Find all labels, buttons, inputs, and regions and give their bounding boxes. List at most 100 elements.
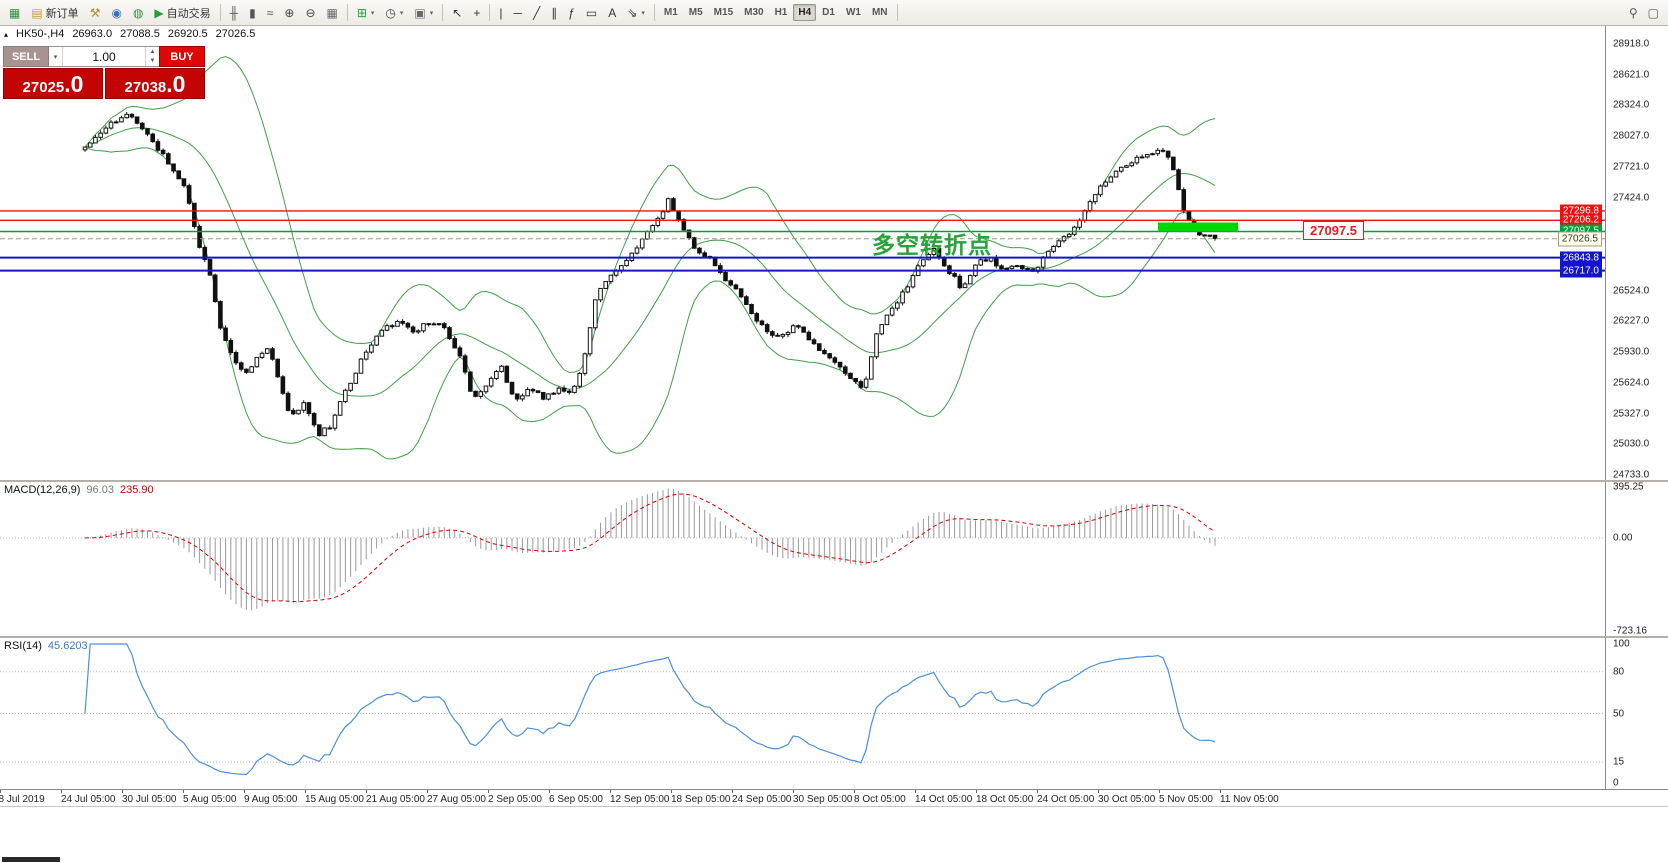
vertical-line-icon[interactable]: | [494, 4, 507, 22]
panel-splitter-rsi[interactable] [0, 636, 1668, 638]
rsi-canvas[interactable] [0, 638, 1605, 789]
price-chart-canvas[interactable] [0, 26, 1605, 480]
trade-panel-top-row: SELL ▾ 1.00 ▲ ▼ BUY [3, 46, 205, 67]
timeframe-h1[interactable]: H1 [774, 7, 788, 18]
fibonacci-icon[interactable]: ƒ [563, 4, 580, 22]
sell-button[interactable]: SELL [3, 46, 49, 67]
timeframe-m30[interactable]: M30 [744, 7, 764, 18]
dropdown-arrow-icon[interactable]: ▾ [429, 9, 434, 17]
time-label: 14 Oct 05:00 [915, 794, 973, 805]
indicators-icon[interactable]: ⊞ ▾ [352, 4, 380, 22]
profile-icon: ◉ [111, 5, 122, 20]
tile-windows-icon[interactable]: ▦ [322, 4, 343, 22]
time-label: 24 Oct 05:00 [1037, 794, 1095, 805]
timeframe-m5[interactable]: M5 [688, 7, 703, 18]
bar-chart-icon[interactable]: ╫ [225, 4, 244, 22]
rsi-axis-label: 100 [1613, 638, 1630, 650]
zoom-out-icon: ⊖ [305, 5, 316, 20]
time-label: 18 Jul 2019 [0, 794, 45, 805]
price-level-label[interactable]: 27097.5 [1303, 221, 1364, 240]
time-tick [1037, 790, 1038, 793]
price-chart-panel[interactable]: 28918.0 28621.0 28324.0 28027.0 27721.0 27424… [0, 26, 1668, 481]
text-icon[interactable]: A [603, 4, 621, 22]
new-order-button[interactable]: ▤ 新订单 [26, 2, 83, 24]
search-icon[interactable]: ⚲ [1624, 4, 1643, 22]
window-resize-grip[interactable] [2, 857, 60, 862]
time-label: 27 Aug 05:00 [427, 794, 486, 805]
volume-up-icon[interactable]: ▲ [149, 48, 156, 55]
trendline-icon[interactable]: ╱ [528, 4, 545, 22]
time-label: 8 Oct 05:00 [854, 794, 906, 805]
timeframe-mn[interactable]: MN [871, 7, 888, 18]
timeframe-w1[interactable]: W1 [845, 7, 861, 18]
candlestick-chart-icon[interactable]: ▮ [244, 4, 261, 22]
periods-icon[interactable]: ◷ ▾ [380, 4, 408, 22]
new-order-button-label: 新订单 [45, 7, 79, 20]
time-tick [793, 790, 794, 793]
shapes-icon[interactable]: ▭ [581, 4, 602, 22]
dropdown-arrow-icon[interactable]: ▾ [641, 9, 645, 17]
channel-icon[interactable]: ∥ [546, 4, 562, 22]
toolbar: ▦ ▤ 新订单 ⚒ ◉ ◍ ▶ 自动交易 ╫ ▮ ≈ ⊕ ⊖ ▦ ⊞ ▾ ◷ ▾ ▣ ▾ ↖ + | ─ ╱ ∥ ƒ ▭ A ⇘ ▾ M1 M5… [0, 0, 1668, 26]
price-axis-label: 24733.0 [1613, 469, 1650, 481]
toolbar-separator [653, 4, 655, 21]
price-axis-label: 25327.0 [1613, 408, 1650, 420]
volume-stepper[interactable]: ▲ ▼ [145, 47, 159, 66]
templates-icon[interactable]: ▣ ▾ [409, 4, 438, 22]
dropdown-arrow-icon[interactable]: ▾ [370, 9, 375, 17]
rsi-panel[interactable]: 100 80 50 15 0 RSI(14) 45.6203 [0, 638, 1668, 789]
zoom-in-icon[interactable]: ⊕ [279, 4, 299, 22]
time-axis[interactable]: 18 Jul 2019 24 Jul 05:00 30 Jul 05:00 5 Aug… [0, 789, 1668, 806]
timeframe-h4[interactable]: H4 [793, 4, 817, 21]
timeframe-d1[interactable]: D1 [822, 7, 835, 18]
time-tick [244, 790, 245, 793]
rsi-label: RSI(14) 45.6203 [4, 640, 88, 652]
dropdown-arrow-icon[interactable]: ▾ [399, 9, 404, 17]
timeframe-m15[interactable]: M15 [713, 7, 734, 18]
ohlc-low: 26920.5 [167, 28, 208, 40]
price-axis-label: 27721.0 [1613, 161, 1650, 173]
volume-down-icon[interactable]: ▼ [149, 58, 156, 65]
text-icon: A [608, 5, 617, 20]
shapes-icon: ▭ [585, 5, 598, 20]
market-icon[interactable]: ◍ [128, 4, 148, 22]
arrow-tools-icon[interactable]: ⇘ ▾ [622, 4, 650, 22]
buy-button[interactable]: BUY [159, 46, 205, 67]
auto-trading-button-label: 自动交易 [166, 7, 211, 20]
time-label: 15 Aug 05:00 [305, 794, 364, 805]
auto-trading-button-icon: ▶ [154, 5, 164, 20]
cursor-icon[interactable]: ↖ [447, 4, 467, 22]
time-tick [0, 790, 1, 793]
timeframe-m1[interactable]: M1 [663, 7, 678, 18]
macd-canvas[interactable] [0, 482, 1605, 636]
time-label: 18 Sep 05:00 [671, 794, 731, 805]
time-label: 6 Sep 05:00 [549, 794, 603, 805]
bollinger-bands [84, 56, 1216, 460]
volume-dropdown-icon[interactable]: ▾ [49, 47, 63, 66]
price-axis-label: 25030.0 [1613, 438, 1650, 450]
buy-price-display[interactable]: 27038 .0 [105, 68, 205, 99]
panel-splitter-macd[interactable] [0, 480, 1668, 482]
one-click-trade-panel: SELL ▾ 1.00 ▲ ▼ BUY 27025 .0 27038 [3, 46, 205, 99]
time-tick [1220, 790, 1221, 793]
app-chart-icon[interactable]: ▦ [4, 4, 25, 22]
profile-icon[interactable]: ◉ [106, 4, 126, 22]
volume-input[interactable]: 1.00 [92, 49, 116, 64]
crosshair-icon: + [473, 5, 481, 20]
templates-icon: ▣ [414, 5, 426, 20]
zoom-in-icon: ⊕ [284, 5, 295, 20]
price-axis-label: 28621.0 [1613, 69, 1650, 81]
candlestick-chart-icon: ▮ [249, 5, 256, 20]
sell-price-display[interactable]: 27025 .0 [3, 68, 103, 99]
horizontal-line-icon[interactable]: ─ [508, 4, 527, 22]
price-axis-label: 27424.0 [1613, 192, 1650, 204]
trade-hammer-icon[interactable]: ⚒ [85, 4, 106, 22]
line-chart-icon[interactable]: ≈ [262, 4, 279, 22]
toolbar-separator [896, 4, 898, 21]
auto-trading-button[interactable]: ▶ 自动交易 [149, 2, 215, 24]
layout-icon[interactable]: ▢ [1643, 4, 1664, 22]
zoom-out-icon[interactable]: ⊖ [300, 4, 320, 22]
macd-panel[interactable]: 395.25 0.00 -723.16 MACD(12,26,9) 96.03 235.… [0, 482, 1668, 637]
crosshair-icon[interactable]: + [468, 4, 485, 22]
macd-axis-label: -723.16 [1613, 625, 1647, 637]
